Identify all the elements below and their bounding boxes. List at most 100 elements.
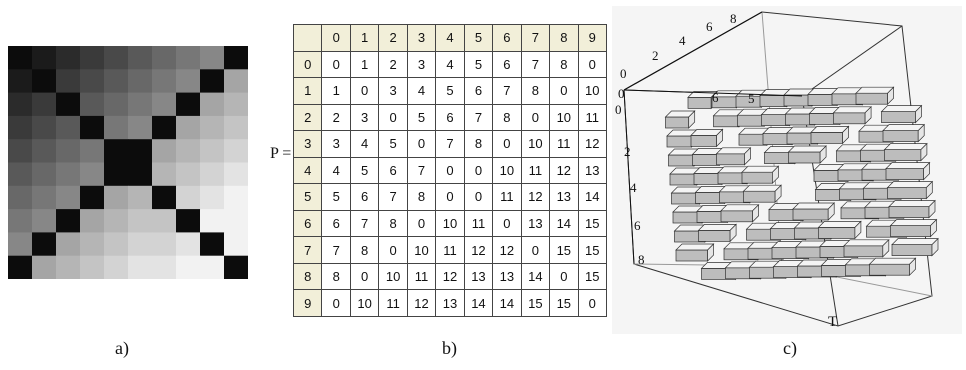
bar-top xyxy=(720,204,760,212)
bar-side xyxy=(827,202,835,221)
matrix-cell: 6 xyxy=(463,77,494,105)
heatmap-cell xyxy=(224,139,248,163)
matrix-cell: 8 xyxy=(520,77,551,105)
matrix-cell: 0 xyxy=(406,130,437,158)
heatmap-cell xyxy=(56,209,81,233)
matrix-cell: 0 xyxy=(520,103,551,132)
heatmap-cell xyxy=(32,69,57,93)
bar-top xyxy=(891,238,939,245)
heatmap-cell xyxy=(200,185,225,210)
heatmap-cell xyxy=(56,46,81,70)
bar-top xyxy=(810,126,850,133)
matrix-cell: 15 xyxy=(520,289,551,317)
matrix-column-header: 2 xyxy=(378,24,408,52)
heatmap-cell xyxy=(80,162,105,187)
heatmap-cell xyxy=(56,139,81,163)
matrix-cell: 6 xyxy=(349,183,380,211)
matrix-cell: 8 xyxy=(378,209,408,238)
matrix-cell: 7 xyxy=(463,103,494,132)
matrix-cell: 0 xyxy=(549,262,579,291)
bar-front xyxy=(882,130,919,142)
heatmap-cell xyxy=(152,46,177,70)
heatmap-cell xyxy=(152,139,177,163)
heatmap-cell xyxy=(128,92,153,117)
heatmap-cell xyxy=(176,46,201,70)
bar-side xyxy=(923,161,930,181)
matrix-cell: 3 xyxy=(321,130,351,158)
heatmap-cell xyxy=(152,115,177,140)
matrix-cell: 6 xyxy=(378,156,408,185)
heatmap-cell xyxy=(56,69,81,93)
bar-side xyxy=(716,128,723,148)
heatmap-cell xyxy=(200,92,225,117)
bar-side xyxy=(925,180,933,200)
matrix-cell: 14 xyxy=(463,289,494,317)
heatmap-cell xyxy=(104,232,129,257)
heatmap-cell xyxy=(176,115,201,140)
heatmap-cell xyxy=(128,46,153,70)
heatmap-cell xyxy=(128,162,153,187)
heatmap-cell xyxy=(8,46,33,70)
matrix-row-header: 6 xyxy=(292,209,323,238)
matrix-cell: 0 xyxy=(349,77,380,105)
bar-front xyxy=(885,168,924,180)
bar-side xyxy=(774,184,782,204)
matrix-row: 3 3 4 5 0 7 8 0 10 11 12 xyxy=(292,130,608,158)
bar-top xyxy=(880,105,923,112)
heatmap-cell xyxy=(176,209,201,233)
matrix-cell: 10 xyxy=(349,289,380,317)
heatmap-cell xyxy=(32,185,57,210)
matrix-cell: 12 xyxy=(520,183,551,211)
bar-front xyxy=(759,95,788,107)
matrix-cell: 0 xyxy=(321,289,351,317)
matrix-row-header: 8 xyxy=(292,262,323,291)
matrix-cell: 3 xyxy=(406,50,437,79)
matrix-cell: 10 xyxy=(549,103,579,132)
front-tick-c: 5 xyxy=(748,91,755,106)
left-tick-4: 4 xyxy=(630,180,637,195)
axis-letter-t: T xyxy=(828,314,837,330)
matrix-cell: 8 xyxy=(349,236,380,264)
bar-top xyxy=(843,239,890,247)
matrix-cell: 7 xyxy=(435,130,465,158)
bar-front xyxy=(690,135,717,147)
bar-side xyxy=(930,218,937,238)
matrix-cell: 5 xyxy=(435,77,465,105)
heatmap-cell xyxy=(200,255,225,279)
matrix-cell: 14 xyxy=(492,289,522,317)
heatmap-cell xyxy=(152,209,177,233)
heatmap-cell xyxy=(56,255,81,279)
matrix-cell: 4 xyxy=(349,130,380,158)
matrix-cell: 0 xyxy=(435,156,465,185)
matrix-cell: 7 xyxy=(378,183,408,211)
matrix-cell: 12 xyxy=(463,236,494,264)
heatmap-cell xyxy=(128,232,153,257)
bar-side xyxy=(752,203,759,223)
top-tick-8: 8 xyxy=(730,11,737,26)
heatmap-cell xyxy=(104,255,129,279)
heatmap-cell xyxy=(128,185,153,210)
matrix-cell: 13 xyxy=(520,209,551,238)
heatmap-cell xyxy=(200,69,225,93)
heatmap-cell xyxy=(80,209,105,233)
matrix-cell: 7 xyxy=(321,236,351,264)
matrix-cell: 14 xyxy=(577,183,608,211)
bar-side xyxy=(928,199,936,219)
matrix-row-header: 0 xyxy=(292,50,323,79)
heatmap-cell xyxy=(152,162,177,187)
heatmap-cell xyxy=(224,46,248,70)
bar-side xyxy=(920,142,928,162)
heatmap-cell xyxy=(200,46,225,70)
heatmap-cell xyxy=(152,232,177,257)
heatmap-cell xyxy=(176,139,201,163)
heatmap-cell xyxy=(176,162,201,187)
bar-front xyxy=(855,92,888,105)
matrix-cell: 12 xyxy=(435,262,465,291)
bar-top xyxy=(868,257,917,265)
front-tick-b: 6 xyxy=(712,90,719,105)
matrix-cell: 8 xyxy=(549,50,579,79)
bar-top xyxy=(886,181,934,188)
matrix-cell: 8 xyxy=(406,183,437,211)
heatmap-cell xyxy=(80,92,105,117)
bar-front xyxy=(741,171,773,184)
